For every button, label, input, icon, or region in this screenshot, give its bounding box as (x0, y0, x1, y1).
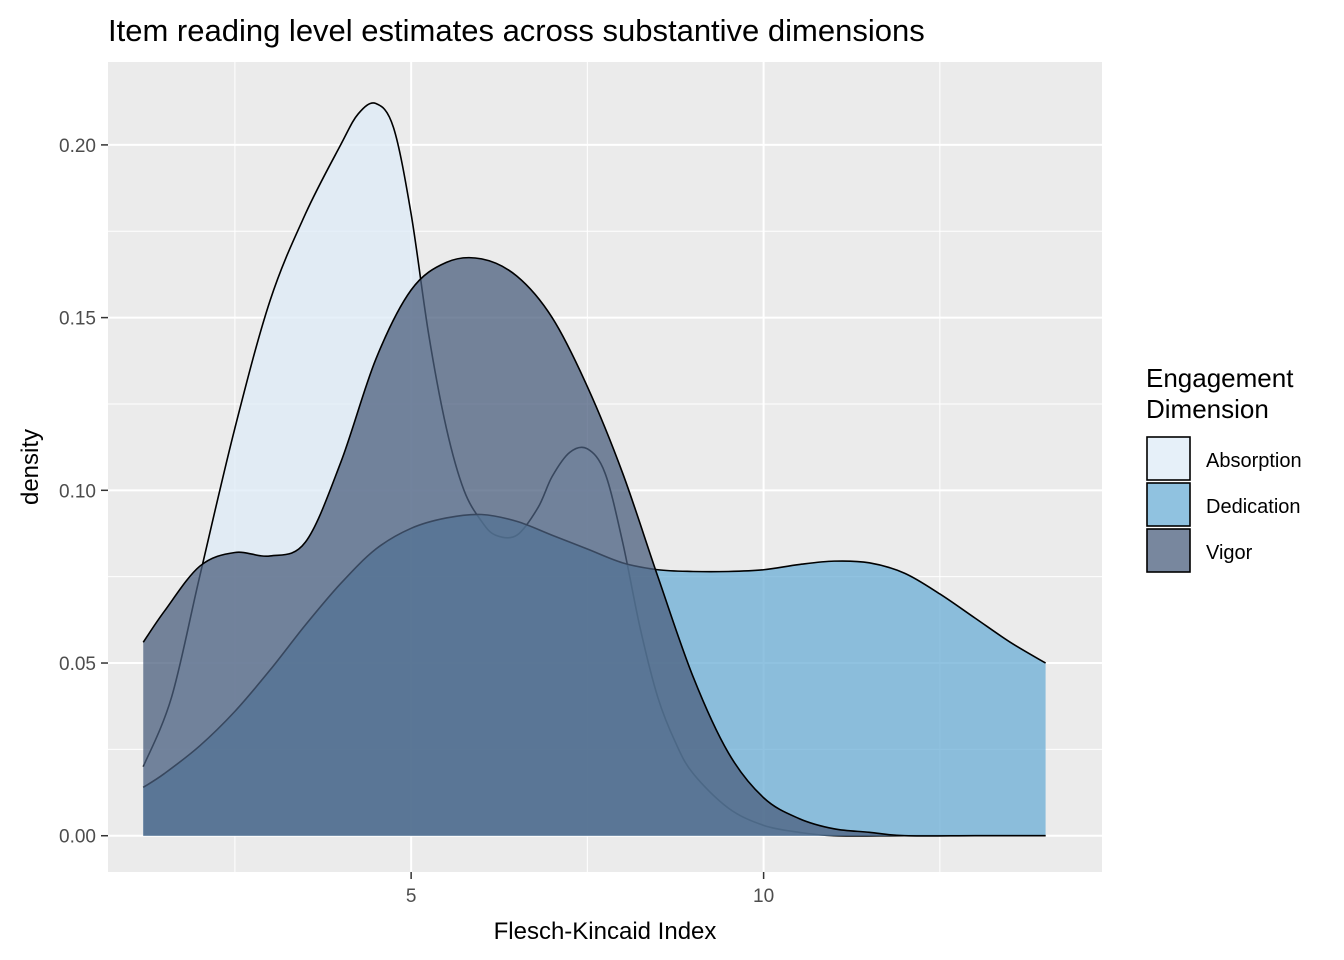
x-axis-title: Flesch-Kincaid Index (494, 918, 717, 945)
legend-label-absorption: Absorption (1206, 450, 1302, 472)
legend-label-dedication: Dedication (1206, 496, 1301, 518)
y-tick-label: 0.20 (59, 136, 96, 157)
y-tick-label: 0.00 (59, 827, 96, 848)
y-tick-label: 0.05 (59, 654, 96, 675)
legend-label-vigor: Vigor (1206, 542, 1253, 564)
density-line-vigor (142, 256, 1046, 837)
legend-key-dedication (1146, 482, 1191, 527)
legend-key-absorption (1146, 436, 1191, 481)
x-tick-label: 5 (406, 886, 417, 907)
density-area-vigor (143, 257, 1046, 836)
chart-title: Item reading level estimates across subs… (108, 13, 925, 48)
y-tick-label: 0.15 (59, 309, 96, 330)
legend-items: Absorption Dedication Vigor (1146, 436, 1302, 573)
legend-title-line-1: Engagement (1146, 363, 1294, 393)
y-tick-label: 0.10 (59, 481, 96, 502)
x-tick-label: 10 (753, 886, 774, 907)
y-axis: 0.00 0.05 0.10 0.15 0.20 (59, 136, 108, 848)
legend-title-line-2: Dimension (1146, 394, 1269, 424)
legend: Engagement Dimension Absorption Dedicatio… (1146, 363, 1302, 573)
legend-title: Engagement Dimension (1146, 363, 1301, 424)
x-axis: 5 10 (406, 872, 774, 907)
y-axis-title: density (17, 429, 44, 505)
legend-key-vigor (1146, 528, 1191, 573)
density-areas (142, 102, 1047, 837)
